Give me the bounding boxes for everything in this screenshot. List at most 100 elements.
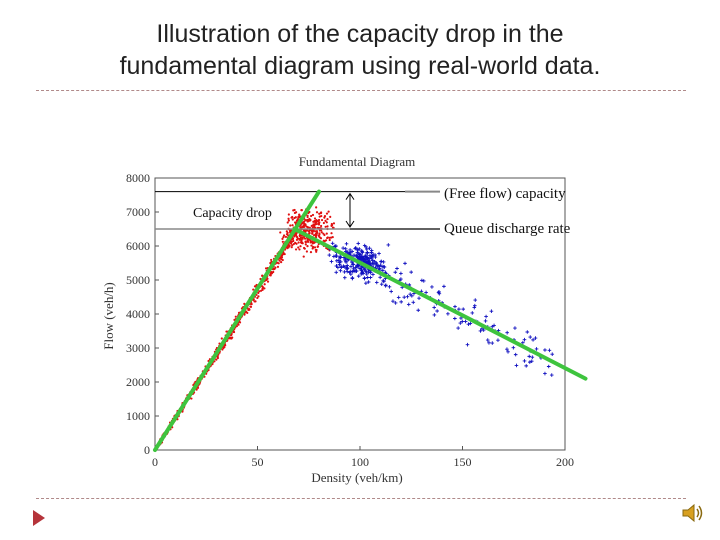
data-point xyxy=(457,307,461,311)
data-point xyxy=(314,232,317,236)
data-point xyxy=(432,313,437,317)
x-axis: 0 50 100 150 200 xyxy=(152,446,574,469)
data-point xyxy=(436,290,441,295)
data-point xyxy=(303,237,307,240)
data-point xyxy=(229,337,232,340)
data-point xyxy=(303,247,306,250)
data-point xyxy=(331,236,334,239)
data-point xyxy=(367,246,372,251)
data-point xyxy=(320,211,323,214)
data-point xyxy=(403,261,407,266)
data-point xyxy=(259,289,263,292)
data-point xyxy=(339,264,343,269)
data-point xyxy=(473,298,478,302)
data-point xyxy=(430,285,434,289)
data-point xyxy=(466,322,471,326)
data-point xyxy=(281,240,284,243)
data-point xyxy=(280,261,283,264)
speaker-icon[interactable] xyxy=(680,500,706,526)
data-point xyxy=(351,266,356,271)
data-point xyxy=(380,264,384,269)
data-point xyxy=(366,280,371,284)
data-point xyxy=(345,269,350,274)
data-point xyxy=(364,281,368,285)
data-point xyxy=(399,271,403,276)
data-point xyxy=(381,268,385,273)
data-point xyxy=(276,261,279,264)
data-point xyxy=(301,237,304,240)
data-point xyxy=(350,260,354,264)
data-point xyxy=(306,240,310,243)
data-point xyxy=(300,240,303,244)
data-point xyxy=(297,246,300,249)
data-point xyxy=(546,364,551,369)
data-point xyxy=(405,294,410,299)
data-point xyxy=(310,240,313,244)
data-point xyxy=(399,300,403,304)
data-point xyxy=(281,237,284,240)
data-point xyxy=(318,221,321,224)
data-point xyxy=(384,283,388,288)
data-point xyxy=(256,296,259,300)
data-point xyxy=(365,250,369,255)
play-arrow-icon[interactable] xyxy=(33,510,45,526)
data-point xyxy=(386,243,391,247)
data-point xyxy=(543,348,547,352)
data-point xyxy=(364,247,369,251)
data-point xyxy=(547,348,552,353)
data-point xyxy=(320,218,324,222)
data-point xyxy=(315,248,318,252)
data-point xyxy=(364,245,368,249)
data-point xyxy=(308,231,311,234)
data-point xyxy=(528,335,533,339)
data-point xyxy=(356,274,361,278)
data-point xyxy=(368,270,373,275)
data-point xyxy=(195,388,198,391)
data-point xyxy=(505,330,509,335)
chart-background xyxy=(95,148,615,488)
data-point xyxy=(289,224,292,227)
data-point xyxy=(483,319,488,323)
data-point xyxy=(343,249,348,254)
data-point xyxy=(315,222,318,226)
data-point xyxy=(472,305,477,310)
data-point xyxy=(257,295,260,298)
data-point xyxy=(530,355,535,360)
data-point xyxy=(353,269,357,274)
data-point xyxy=(270,258,273,262)
data-point xyxy=(327,210,330,213)
data-point xyxy=(349,264,353,269)
data-point xyxy=(334,244,338,248)
data-point xyxy=(432,305,436,310)
data-point xyxy=(374,280,379,285)
data-point xyxy=(281,253,285,256)
data-point xyxy=(336,265,340,270)
data-point xyxy=(480,327,484,331)
footer-divider xyxy=(36,498,686,499)
data-point xyxy=(261,274,264,277)
data-point xyxy=(291,244,294,247)
data-point xyxy=(396,295,401,300)
data-point xyxy=(279,231,282,234)
data-point xyxy=(330,241,335,246)
data-point xyxy=(408,292,412,297)
data-point xyxy=(549,373,554,377)
x-axis-label: Density (veh/km) xyxy=(311,470,402,485)
data-point xyxy=(280,258,283,261)
data-point xyxy=(310,214,313,218)
data-point xyxy=(379,259,383,264)
data-point xyxy=(370,258,375,263)
data-point xyxy=(446,311,450,316)
data-point xyxy=(421,279,426,283)
data-point xyxy=(305,250,308,253)
data-point xyxy=(322,232,325,235)
data-point xyxy=(325,232,328,235)
data-point xyxy=(301,222,304,225)
data-point xyxy=(355,250,360,255)
data-point xyxy=(357,254,362,259)
data-point xyxy=(338,268,343,273)
data-point xyxy=(296,237,299,240)
queue-discharge-rate-label: Queue discharge rate xyxy=(444,221,571,237)
title-divider xyxy=(36,90,686,91)
data-point xyxy=(294,211,298,214)
